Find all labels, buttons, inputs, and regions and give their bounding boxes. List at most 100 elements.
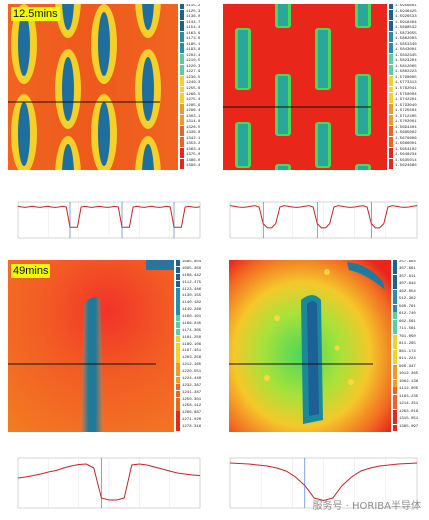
legend-swatch xyxy=(389,70,393,76)
legend-swatch xyxy=(180,53,184,59)
legend-value: 1326.554 xyxy=(186,125,200,130)
legend-swatch xyxy=(176,315,180,322)
legend-swatch xyxy=(393,409,397,417)
profile-series-line xyxy=(17,205,201,228)
legend-value: 1232.387 xyxy=(182,383,202,388)
time-label: 49mins xyxy=(11,264,51,278)
legend-value: 1258.112 xyxy=(182,404,202,409)
legend-swatch xyxy=(176,273,180,281)
legend-swatch xyxy=(393,379,397,387)
legend-swatch xyxy=(180,103,184,109)
legend-value: 1.5832345 xyxy=(395,53,417,58)
legend-value: 307.661 xyxy=(399,267,416,272)
legend-value: 1.5802223 xyxy=(395,70,417,75)
legend-swatch xyxy=(393,312,397,320)
legend-value: 1062.136 xyxy=(399,379,419,384)
legend-swatch xyxy=(180,26,184,32)
legend-value: 662.561 xyxy=(399,319,416,324)
legend-value: 1.5862003 xyxy=(395,37,417,42)
stripe-core xyxy=(318,30,328,88)
legend-swatch xyxy=(180,20,184,26)
legend-value: 257.664 xyxy=(399,260,416,264)
legend-value: 711.561 xyxy=(399,327,416,332)
legend-value: 1.5823204 xyxy=(395,59,417,64)
legend-value: 1275.430 xyxy=(186,98,200,103)
time-label: 12.5mins xyxy=(11,7,60,21)
legend-swatch xyxy=(180,42,184,48)
legend-swatch xyxy=(389,109,393,115)
legend-swatch xyxy=(180,153,184,159)
legend-swatch xyxy=(180,142,184,148)
mid-left-raman-map: 49mins xyxy=(8,260,174,432)
legend-value: 1.5812005 xyxy=(395,64,417,69)
legend-value: 1.5624666 xyxy=(395,164,417,169)
legend-value: 1203.256 xyxy=(182,356,202,361)
legend-value: 512.362 xyxy=(399,297,416,302)
legend-value: 1263.016 xyxy=(399,409,419,414)
legend-value: 1314.875 xyxy=(186,120,200,125)
legend-value: 1.5750004 xyxy=(395,92,417,97)
legend-value: 1.5676606 xyxy=(395,136,417,141)
profile-series-line xyxy=(17,463,201,501)
legend-swatch xyxy=(389,26,393,32)
legend-value: 1154.415 xyxy=(186,26,200,31)
legend-value: 1163.235 xyxy=(399,394,419,399)
legend-value: 1130.155 xyxy=(182,294,202,299)
top-left-profile-chart xyxy=(6,196,206,248)
legend-swatch xyxy=(180,136,184,142)
legend-swatch xyxy=(389,81,393,87)
legend-swatch xyxy=(180,109,184,115)
legend-swatch xyxy=(176,356,180,363)
oval-core xyxy=(98,12,110,76)
legend-value: 1.5725504 xyxy=(395,109,417,114)
legend-swatch xyxy=(389,9,393,15)
legend-swatch xyxy=(393,387,397,395)
stripe-core xyxy=(238,30,248,88)
legend-swatch xyxy=(176,349,180,356)
legend-swatch xyxy=(389,59,393,65)
legend-swatch xyxy=(389,131,393,137)
legend-value: 1396.475 xyxy=(186,164,200,169)
legend-value: 462.054 xyxy=(399,289,416,294)
legend-swatch xyxy=(176,418,180,425)
legend-swatch xyxy=(180,164,184,170)
legend-swatch xyxy=(180,158,184,164)
legend-swatch xyxy=(180,15,184,21)
legend-value: 1241.387 xyxy=(182,390,202,395)
legend-value: 1112.005 xyxy=(399,387,419,392)
legend-swatch xyxy=(176,411,180,418)
legend-swatch xyxy=(176,287,180,294)
legend-swatch xyxy=(389,53,393,59)
legend-value: 1214.251 xyxy=(399,402,419,407)
legend-value: 1173.620 xyxy=(186,37,200,42)
legend-swatch xyxy=(389,75,393,81)
legend-swatch xyxy=(389,42,393,48)
legend-value: 407.644 xyxy=(399,282,416,287)
legend-swatch xyxy=(389,153,393,159)
legend-swatch xyxy=(180,48,184,54)
legend-swatch xyxy=(389,125,393,131)
legend-swatch xyxy=(393,372,397,380)
legend-value: 1.5873055 xyxy=(395,31,417,36)
bottom-left-profile-chart xyxy=(6,452,206,518)
top-right-map-svg xyxy=(223,4,387,170)
legend-swatch xyxy=(176,328,180,336)
top-left-color-legend: 1115.2561125.3511136.0621144.7211154.415… xyxy=(180,4,200,170)
legend-swatch xyxy=(180,75,184,81)
legend-swatch xyxy=(180,4,184,10)
legend-value: 612.740 xyxy=(399,312,416,317)
profile-chart-svg xyxy=(229,201,418,239)
legend-value: 1.5742201 xyxy=(395,98,417,103)
legend-value: 1149.268 xyxy=(182,308,202,313)
legend-swatch xyxy=(389,87,393,93)
legend-value: 1.5694404 xyxy=(395,125,417,130)
legend-swatch xyxy=(393,274,397,282)
legend-swatch xyxy=(176,335,180,343)
mid-right-map-svg xyxy=(229,260,391,432)
stripe-core xyxy=(358,76,368,134)
top-right-raman-map xyxy=(223,4,387,170)
legend-swatch xyxy=(180,114,184,120)
legend-swatch xyxy=(393,424,397,432)
legend-swatch xyxy=(389,64,393,70)
legend-value: 1163.955 xyxy=(186,31,200,36)
